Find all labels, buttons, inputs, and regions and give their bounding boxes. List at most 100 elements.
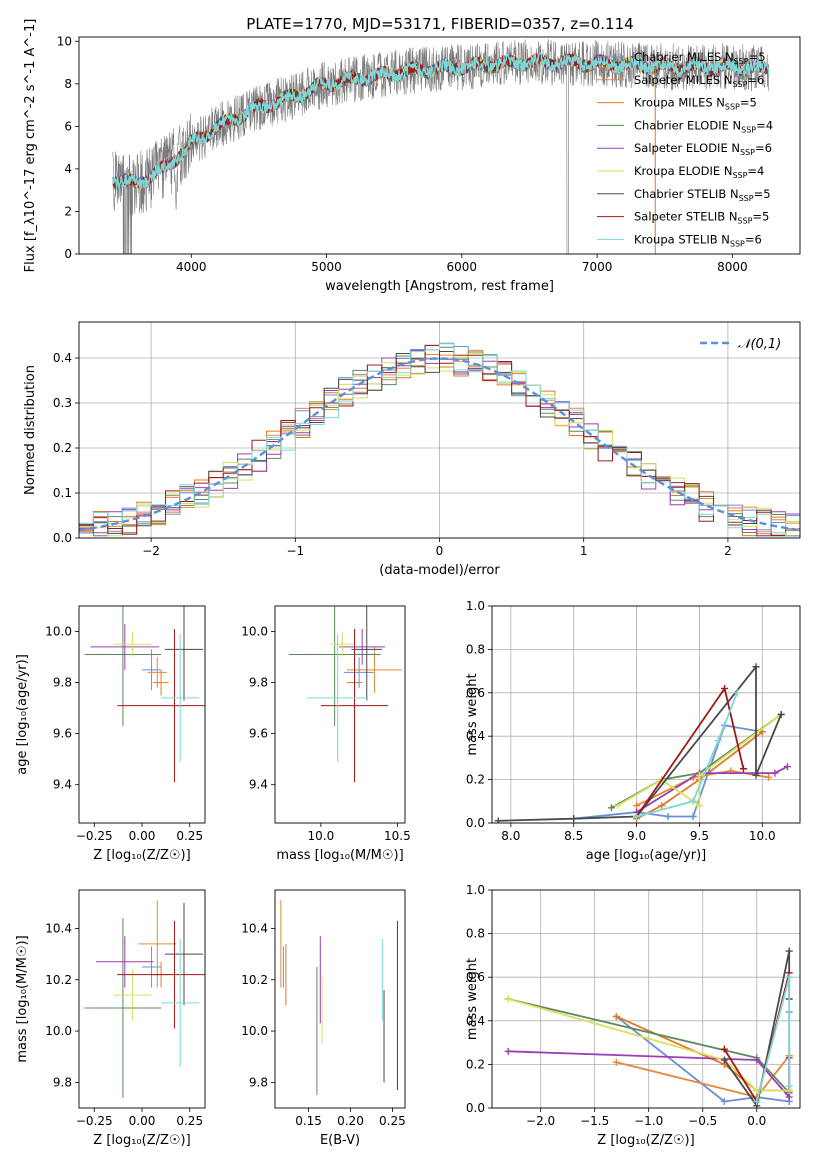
x-tick-label: −0.5 [688, 1114, 717, 1128]
y-tick-label: 0.0 [466, 816, 485, 830]
weight-marker [607, 804, 615, 812]
x-axis-label: Z [log₁₀(Z/Z☉)] [93, 1133, 190, 1148]
y-tick-label: 0.8 [466, 642, 485, 656]
axes-frame [78, 889, 206, 1109]
y-tick-label: 4 [64, 162, 72, 176]
grid-lines [492, 605, 800, 824]
y-tick-label: 9.8 [53, 1075, 72, 1089]
mass-vs-metallicity-plot: −0.25 0.00 0.25 9.8 10.0 10.2 10.4 Z [log₁₀(Z/Z… [15, 889, 206, 1148]
weight-marker [695, 771, 703, 779]
x-tick-label: 0.25 [176, 1114, 203, 1128]
weight-marker [695, 802, 703, 810]
weight-marker [504, 995, 512, 1003]
y-tick-label: 10.0 [45, 625, 72, 639]
y-tick-label: 0.2 [53, 441, 72, 455]
y-tick-label: 1.0 [466, 599, 485, 613]
weight-marker [721, 684, 729, 692]
y-tick-label: 9.8 [249, 1075, 268, 1089]
axis-ticks: −0.25 0.00 0.25 9.4 9.6 9.8 10.0 [45, 625, 203, 843]
axes-frame [78, 605, 206, 824]
x-tick-label: −1.0 [634, 1114, 663, 1128]
x-tick-label: 5000 [311, 260, 342, 274]
axis-ticks: −2.0 −1.5 −1.0 −0.5 0.0 0.0 0.2 0.4 0.6 0.8 1.0 [466, 883, 766, 1128]
model-line-kroupa-stelib [112, 52, 770, 190]
normal-curve [79, 357, 798, 532]
x-tick-label: 0.25 [379, 1114, 406, 1128]
y-tick-label: 9.6 [53, 727, 72, 741]
x-tick-label: −0.25 [76, 1114, 113, 1128]
x-axis-label: Z [log₁₀(Z/Z☉)] [93, 848, 190, 863]
weight-marker [783, 763, 791, 771]
x-tick-label: 10.0 [749, 829, 776, 843]
legend-label: Chabrier MILES NSSP=5 [634, 50, 766, 66]
y-axis-label: age [log₁₀(age/yr)] [15, 654, 30, 775]
figure-title: PLATE=1770, MJD=53171, FIBERID=0357, z=0… [246, 15, 633, 33]
spectrum-plot: 4000 5000 6000 7000 8000 0 2 4 6 8 10 wavelength [A… [23, 19, 801, 294]
x-tick-label: 0.20 [337, 1114, 364, 1128]
y-tick-label: 9.4 [53, 778, 72, 792]
x-tick-label: 0.15 [295, 1114, 322, 1128]
legend-label: Salpeter ELODIE NSSP=6 [634, 141, 772, 157]
weight-marker [720, 1056, 728, 1064]
legend-label: Chabrier STELIB NSSP=5 [634, 187, 771, 203]
legend-label: 𝒩(0,1) [738, 337, 781, 352]
weight-marker [753, 1056, 761, 1064]
x-tick-label: 10.5 [384, 829, 411, 843]
plot-area [84, 900, 205, 1098]
y-tick-label: 0.2 [466, 1057, 485, 1071]
x-tick-label: 0 [436, 544, 444, 558]
weight-marker [785, 973, 793, 981]
mass-vs-ebv-plot: 0.15 0.20 0.25 9.8 10.0 10.2 10.4 E(B-V) [241, 889, 406, 1148]
axis-ticks: 10.0 10.5 9.4 9.6 9.8 10.0 [241, 625, 410, 843]
x-tick-label: 0.00 [129, 829, 156, 843]
legend-label: Salpeter MILES NSSP=6 [634, 73, 764, 89]
weight-marker [785, 1093, 793, 1101]
weight-marker [720, 1097, 728, 1105]
x-tick-label: 8.5 [564, 829, 583, 843]
y-tick-label: 0.4 [53, 351, 72, 365]
weight-marker [714, 737, 722, 745]
axes-frame [491, 605, 801, 824]
y-tick-label: 0.6 [466, 970, 485, 984]
weight-marker [765, 773, 773, 781]
weight-marker [494, 817, 502, 823]
y-tick-label: 2 [64, 204, 72, 218]
legend-label: Kroupa ELODIE NSSP=4 [634, 164, 764, 180]
x-tick-label: −0.25 [76, 829, 113, 843]
weight-line [498, 665, 782, 822]
y-tick-label: 0.4 [466, 1014, 485, 1028]
weight-marker [785, 1082, 793, 1090]
age-vs-mass-plot: 10.0 10.5 9.4 9.6 9.8 10.0 mass [log₁₀(M/M☉)] [241, 605, 411, 863]
y-tick-label: 8 [64, 77, 72, 91]
x-axis-label: mass [log₁₀(M/M☉)] [276, 848, 403, 863]
axis-ticks: 8.0 8.5 9.0 9.5 10.0 0.0 0.2 0.4 0.6 0.8 1.0 [466, 599, 776, 843]
weight-line [755, 976, 791, 1102]
axes-frame [491, 889, 801, 1109]
legend-label: Chabrier ELODIE NSSP=4 [634, 118, 773, 134]
y-tick-label: 0.0 [53, 531, 72, 545]
axes-frame [78, 321, 801, 539]
x-tick-label: 8000 [717, 260, 748, 274]
weight-marker [720, 1045, 728, 1053]
y-tick-label: 10.0 [45, 1024, 72, 1038]
plot-area [79, 342, 800, 538]
plot-area [288, 606, 402, 783]
legend-label: Salpeter STELIB NSSP=5 [634, 210, 769, 226]
plot-area [112, 39, 770, 254]
axes-frame [78, 36, 801, 255]
x-tick-label: −2 [142, 544, 160, 558]
weight-line [636, 765, 788, 813]
y-axis-label: mass weight [465, 673, 480, 755]
grid-lines [492, 889, 800, 1109]
x-tick-label: 7000 [582, 260, 613, 274]
weight-marker [614, 802, 622, 810]
y-tick-label: 9.8 [249, 676, 268, 690]
x-axis-label: wavelength [Angstrom, rest frame] [325, 279, 554, 294]
y-tick-label: 10.0 [241, 1024, 268, 1038]
y-tick-label: 10.4 [241, 921, 268, 935]
y-tick-label: 10.0 [241, 625, 268, 639]
x-tick-label: 6000 [447, 260, 478, 274]
x-tick-label: −1 [286, 544, 304, 558]
x-axis-label: (data-model)/error [379, 563, 500, 578]
weight-line [636, 770, 769, 807]
